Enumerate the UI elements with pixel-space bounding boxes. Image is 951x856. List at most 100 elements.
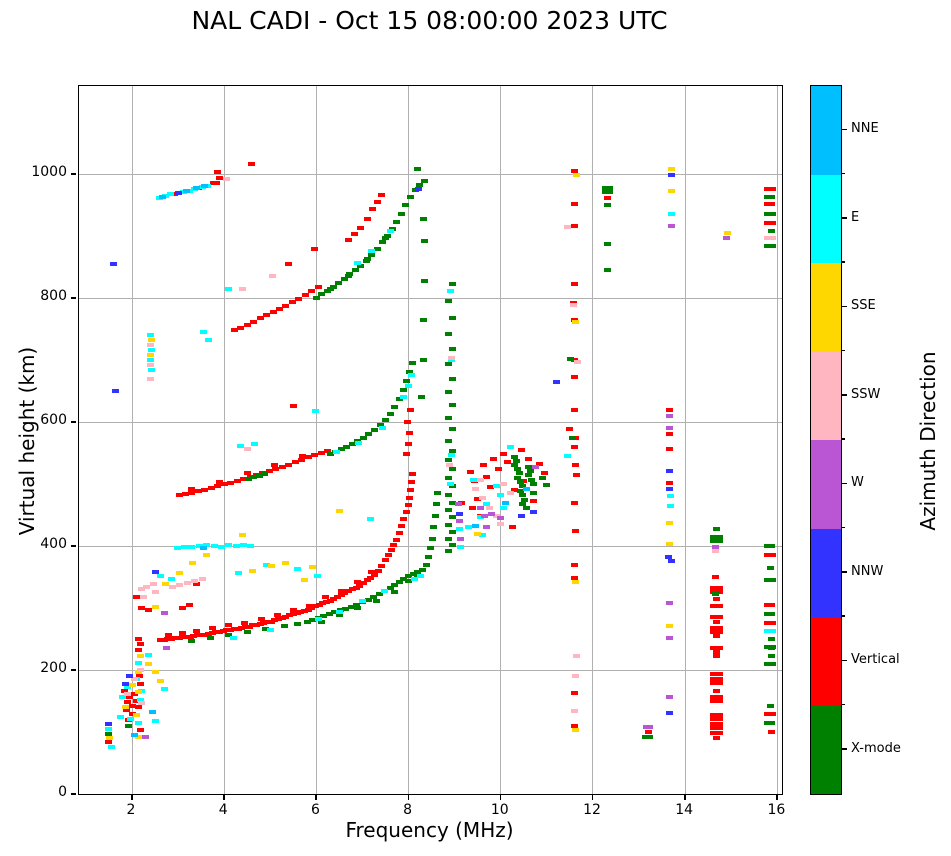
data-tile-X-mode (406, 369, 414, 374)
data-tile-Vertical (571, 690, 579, 695)
data-tile-Vertical (715, 681, 723, 686)
data-tile-E (116, 715, 124, 720)
data-tile-Vertical (710, 721, 718, 726)
data-tile-Vertical (304, 455, 312, 460)
data-tile-E (236, 444, 244, 449)
data-tile-Vertical (407, 407, 415, 412)
data-tile-X-mode (606, 185, 614, 190)
data-tile-Vertical (404, 503, 412, 508)
data-tile-E (355, 441, 363, 446)
data-tile-Vertical (323, 599, 331, 604)
data-tile-X-mode (420, 179, 428, 184)
data-tile-Vertical (136, 728, 144, 733)
data-tile-E (263, 563, 271, 568)
data-tile-Vertical (299, 454, 307, 459)
colorbar-boundary-tick (841, 615, 845, 617)
data-tile-NNW (667, 173, 675, 178)
data-tile-SSE (666, 521, 674, 526)
colorbar-tick-Vertical (841, 659, 847, 661)
data-tile-Vertical (160, 637, 168, 642)
data-tile-Vertical (334, 594, 342, 599)
data-tile-NNE (522, 486, 530, 491)
data-tile-E (167, 192, 175, 197)
data-tile-X-mode (294, 621, 302, 626)
data-tile-X-mode (768, 229, 776, 234)
data-tile-Vertical (278, 465, 286, 470)
data-tile-Vertical (285, 462, 293, 467)
data-tile-X-mode (606, 190, 614, 194)
data-tile-X-mode (568, 435, 576, 440)
colorbar-boundary-tick (841, 703, 845, 706)
data-tile-Vertical (105, 739, 113, 744)
y-tick-800 (71, 297, 76, 299)
data-tile-Vertical (571, 168, 579, 173)
data-tile-X-mode (445, 492, 453, 497)
data-tile-Vertical (170, 191, 178, 196)
data-tile-X-mode (434, 490, 442, 495)
data-tile-SSE (144, 661, 152, 666)
data-tile-E (157, 573, 165, 578)
data-tile-Vertical (763, 620, 771, 625)
data-tile-Vertical (713, 633, 721, 638)
data-tile-E (497, 492, 505, 497)
data-tile-Vertical (715, 586, 723, 591)
data-tile-Vertical (710, 726, 718, 731)
data-tile-SSW (131, 676, 139, 681)
data-tile-X-mode (511, 463, 519, 468)
data-tile-Vertical (135, 637, 143, 641)
data-tile-Vertical (136, 641, 144, 646)
data-tile-X-mode (376, 423, 384, 428)
data-tile-Vertical (710, 589, 718, 594)
data-tile-Vertical (711, 575, 719, 579)
data-tile-Vertical (710, 716, 718, 721)
data-tile-Vertical (405, 441, 413, 446)
data-tile-SSE (106, 736, 114, 741)
colorbar-segment-X-mode (811, 705, 841, 794)
data-tile-X-mode (335, 281, 343, 286)
data-tile-Vertical (490, 457, 498, 462)
colorbar-tick-X-mode (841, 748, 847, 750)
data-tile-SSW (146, 343, 154, 348)
data-tile-Vertical (511, 488, 519, 493)
data-tile-W (645, 725, 653, 730)
data-tile-NNE (501, 500, 509, 505)
data-tile-Vertical (769, 186, 777, 191)
data-tile-Vertical (135, 648, 143, 653)
data-tile-X-mode (345, 274, 353, 279)
data-tile-E (146, 333, 154, 338)
data-tile-Vertical (571, 281, 579, 286)
data-tile-E (456, 545, 464, 550)
data-tile-NNW (552, 379, 560, 384)
data-tile-X-mode (448, 347, 456, 352)
data-tile-E (135, 720, 143, 725)
data-tile-Vertical (275, 617, 283, 622)
gridline-x-12 (592, 86, 594, 794)
data-tile-E (499, 505, 507, 510)
colorbar-label-E: E (851, 209, 860, 225)
data-tile-Vertical (571, 528, 579, 533)
data-tile-X-mode (262, 627, 270, 632)
data-tile-Vertical (227, 480, 235, 485)
data-tile-X-mode (397, 211, 405, 216)
data-tile-E (465, 525, 473, 530)
data-tile-E (148, 348, 156, 353)
data-tile-Vertical (197, 633, 205, 638)
colorbar-label-X-mode: X-mode (851, 740, 901, 756)
data-tile-SSE (301, 578, 309, 583)
data-tile-Vertical (241, 625, 249, 630)
data-tile-Vertical (201, 632, 209, 637)
data-tile-Vertical (710, 604, 718, 609)
data-tile-SSW (198, 577, 206, 582)
data-tile-Vertical (390, 543, 398, 548)
data-tile-X-mode (604, 203, 612, 208)
data-tile-Vertical (227, 627, 235, 632)
colorbar-label-SSE: SSE (851, 298, 876, 314)
data-tile-Vertical (378, 193, 386, 198)
data-tile-E (417, 573, 425, 578)
data-tile-X-mode (445, 415, 453, 420)
data-tile-SSW (176, 583, 184, 588)
data-tile-Vertical (566, 427, 574, 432)
data-tile-E (225, 543, 233, 548)
data-tile-Vertical (201, 487, 209, 492)
